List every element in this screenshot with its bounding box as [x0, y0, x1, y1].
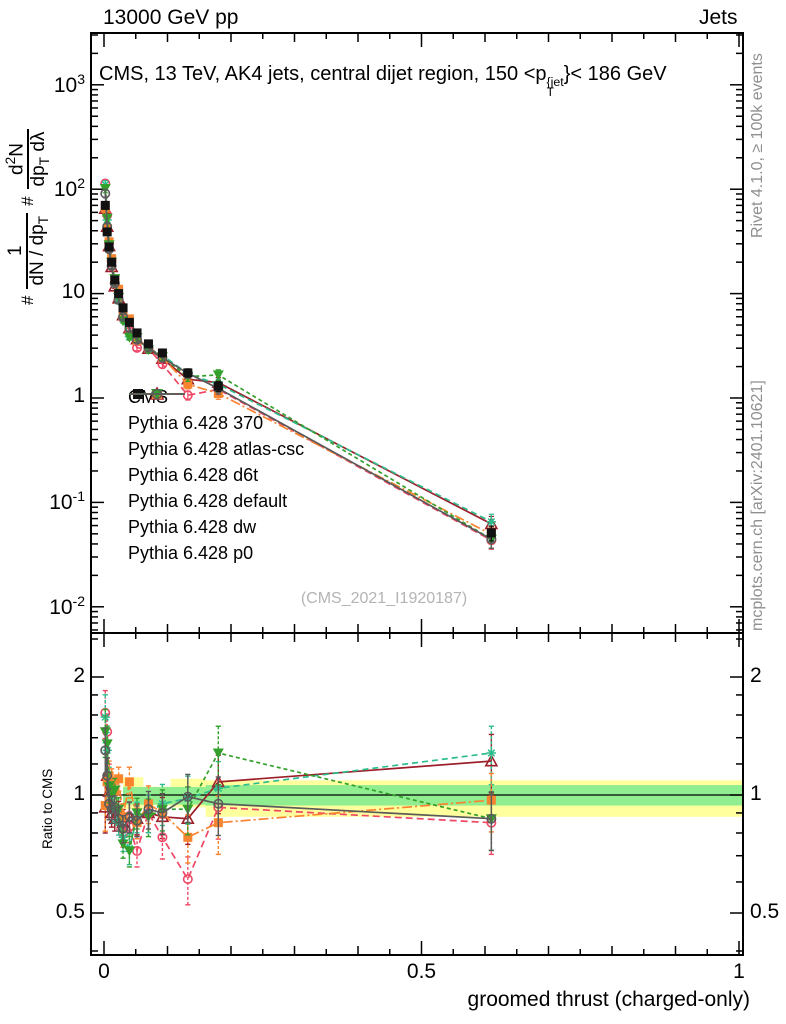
series-pythia-p0-main-marker	[118, 311, 129, 322]
main-y-tick-label-10: 10	[61, 279, 85, 303]
series-pythia-default-ratio-marker	[124, 777, 134, 787]
series-pythia-370-ratio-marker	[484, 753, 499, 767]
legend-sample-pythia-p0	[129, 388, 185, 400]
plot-title: CMS, 13 TeV, AK4 jets, central dijet reg…	[99, 63, 667, 98]
legend: CMS Pythia 6.428 370 Pythia 6.428 atlas-cs…	[128, 385, 304, 566]
process-label: Jets	[699, 6, 738, 29]
plot-title-sup: {jet	[546, 74, 564, 89]
main-y-tick-label-103: 103	[53, 70, 85, 97]
cms-main-marker	[110, 275, 120, 285]
series-pythia-default-main-marker	[183, 379, 193, 389]
main-y-tick-label-102: 102	[53, 175, 85, 202]
legend-item-pythia-370: Pythia 6.428 370	[128, 386, 304, 437]
main-y-tick-label-10-2: 10-2	[49, 592, 85, 619]
plot-title-sub: T	[546, 85, 555, 100]
series-pythia-p0-ratio-marker	[118, 823, 129, 834]
x-tick-label-1: 1	[733, 960, 745, 983]
cms-main-marker	[118, 303, 128, 313]
series-pythia-p0-ratio-marker	[143, 804, 154, 815]
legend-label-pythia-default: Pythia 6.428 default	[128, 491, 288, 511]
series-pythia-dw-main-marker	[212, 370, 224, 381]
x-tick-label-0.5: 0.5	[406, 960, 437, 983]
series-pythia-d6t-ratio-marker	[487, 749, 496, 757]
cms-main-marker	[104, 242, 114, 252]
ratio-y-tick-label-right-1: 1	[750, 782, 762, 805]
cms-main-marker	[143, 339, 153, 349]
legend-item-pythia-default: Pythia 6.428 default	[128, 389, 304, 515]
series-pythia-p0-ratio-marker	[213, 798, 224, 809]
series-pythia-p0-ratio-marker	[182, 791, 193, 802]
legend-label-pythia-atlas-csc: Pythia 6.428 atlas-csc	[128, 439, 305, 460]
series-pythia-dw-ratio-marker	[109, 785, 121, 796]
beam-energy-label: 13000 GeV pp	[103, 6, 239, 29]
legend-label-pythia-p0: Pythia 6.428 p0	[128, 542, 254, 563]
ratio-y-tick-label-right-0.5: 0.5	[750, 900, 780, 923]
series-pythia-atlas-csc-ratio-marker	[182, 874, 193, 885]
main-y-axis-label: # 1 dN / dpT # d2N dpT dλ	[3, 128, 53, 305]
cms-main-marker	[102, 227, 112, 237]
series-pythia-d6t-main-marker	[487, 517, 496, 526]
main-y-tick-label-1: 1	[73, 384, 85, 407]
series-pythia-default-ratio-marker	[183, 832, 193, 842]
series-pythia-p0-ratio-marker	[100, 745, 111, 756]
mcplots-reference-label: mcplots.cern.ch [arXiv:2401.10621]	[749, 380, 766, 631]
cms-main-marker	[124, 317, 134, 327]
series-pythia-dw-ratio-marker	[101, 739, 113, 750]
legend-item-pythia-atlas-csc: Pythia 6.428 atlas-csc	[128, 388, 305, 463]
series-pythia-p0-ratio-marker	[124, 811, 135, 822]
series-pythia-dw-ratio-marker	[117, 839, 129, 850]
plot-title-supsub: {jet T	[546, 74, 564, 100]
cms-main-marker	[132, 328, 142, 338]
legend-item-pythia-dw: Pythia 6.428 dw	[128, 389, 304, 540]
cms-main-marker	[100, 200, 110, 210]
series-pythia-p0-main-marker	[100, 188, 111, 199]
series-pythia-dw-ratio-marker	[123, 846, 135, 857]
ratio-y-tick-label-left-0.5: 0.5	[55, 900, 85, 923]
series-pythia-p0-ratio-marker	[102, 770, 113, 781]
x-axis-label: groomed thrust (charged-only)	[467, 988, 750, 1011]
series-pythia-dw-ratio-marker	[212, 748, 224, 759]
cms-main-marker	[114, 289, 124, 299]
series-pythia-p0-ratio-marker	[132, 815, 143, 826]
ratio-y-tick-label-left-1: 1	[73, 782, 85, 805]
series-pythia-atlas-csc-ratio-marker	[132, 845, 143, 856]
legend-item-pythia-d6t: Pythia 6.428 d6t	[128, 389, 304, 489]
ratio-y-tick-label-right-2: 2	[750, 663, 762, 687]
ratio-y-axis-label: Ratio to CMS	[40, 768, 55, 849]
series-pythia-default-main-marker	[118, 309, 128, 319]
legend-item-pythia-p0: Pythia 6.428 p0	[128, 388, 304, 566]
legend-label-pythia-370: Pythia 6.428 370	[128, 413, 264, 434]
analysis-id-watermark: (CMS_2021_I1920187)	[300, 590, 468, 607]
series-pythia-p0-ratio-marker	[157, 807, 168, 818]
x-tick-label-0: 0	[98, 960, 110, 983]
plot-title-suffix: }< 186 GeV	[563, 63, 667, 85]
ylabel-fraction-1: 1 dN / dpT	[5, 212, 51, 289]
cms-main-marker	[213, 381, 223, 391]
cms-main-marker	[486, 528, 496, 538]
rivet-version-label: Rivet 4.1.0, ≥ 100k events	[749, 53, 766, 238]
cms-main-marker	[157, 348, 167, 358]
series-pythia-p0-ratio-marker	[486, 813, 497, 824]
ratio-panel-frame	[90, 632, 744, 956]
plot-title-prefix: CMS, 13 TeV, AK4 jets, central dijet reg…	[99, 63, 547, 85]
series-pythia-atlas-csc-main-marker	[182, 390, 193, 401]
legend-label-pythia-d6t: Pythia 6.428 d6t	[128, 465, 259, 486]
ratio-y-tick-label-left-2: 2	[73, 663, 85, 687]
main-y-tick-label-10-1: 10-1	[49, 488, 85, 515]
series-pythia-default-ratio-marker	[114, 774, 124, 784]
cms-main-marker	[107, 257, 117, 267]
legend-label-pythia-dw: Pythia 6.428 dw	[128, 516, 257, 537]
series-pythia-dw-main-marker	[123, 332, 135, 343]
cms-main-marker	[183, 368, 193, 378]
